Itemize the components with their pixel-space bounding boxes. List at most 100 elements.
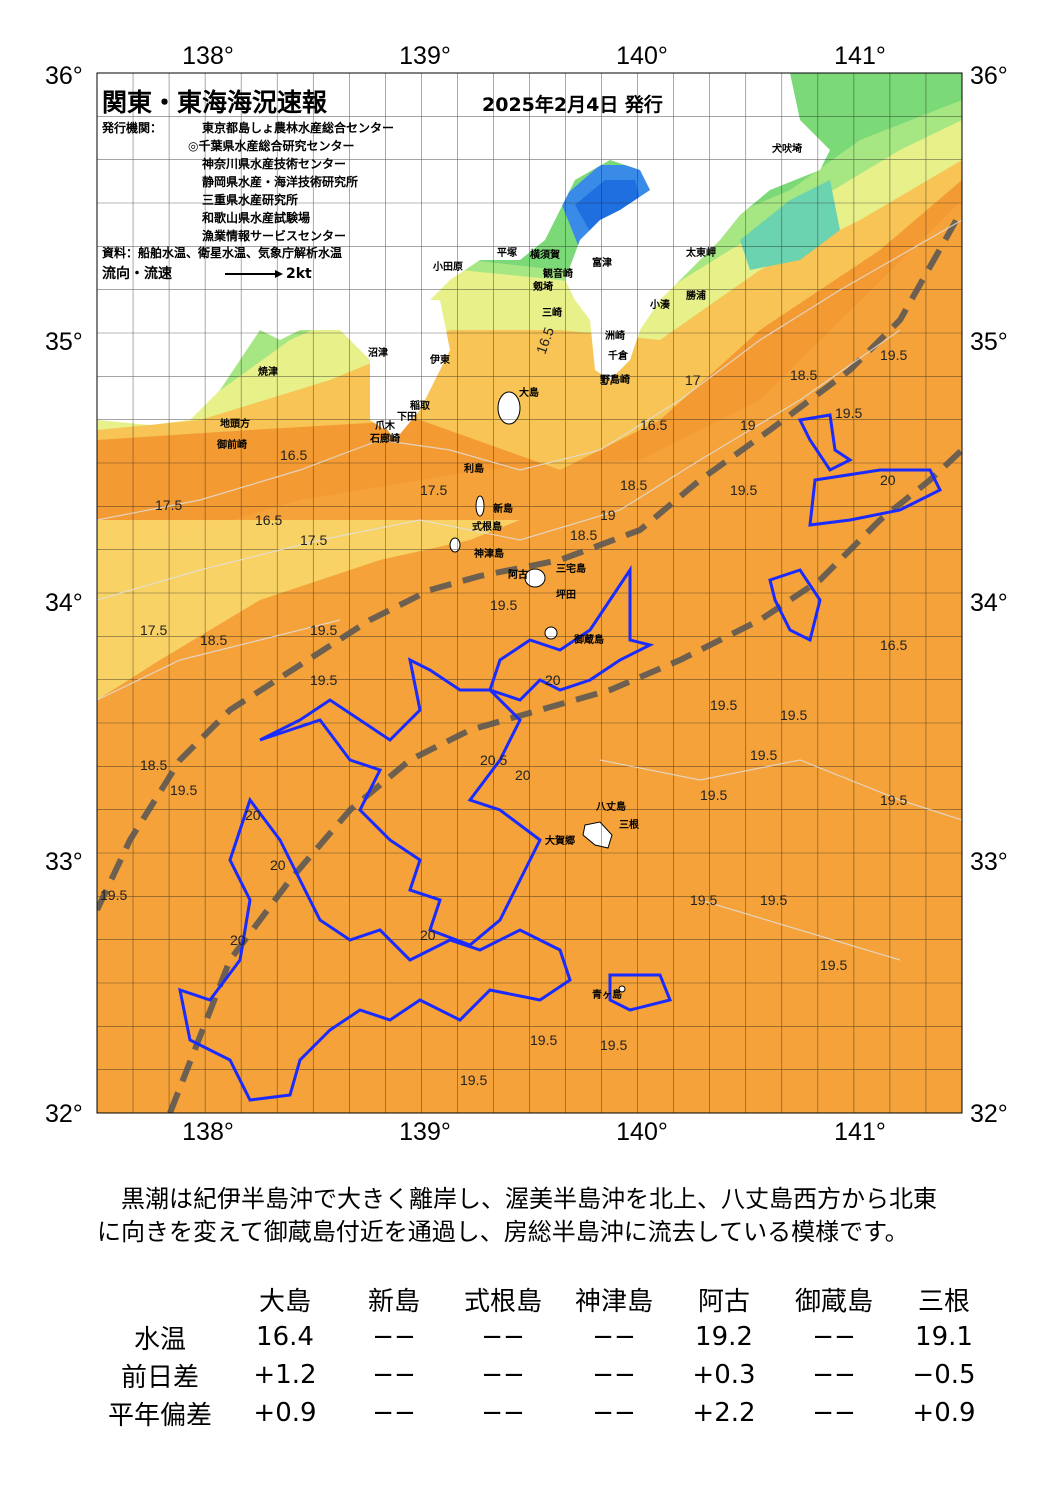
table-cell: +0.9	[253, 1398, 317, 1428]
svg-text:19.5: 19.5	[780, 707, 807, 723]
svg-text:18.5: 18.5	[140, 757, 167, 773]
station-header: 神津島	[574, 1286, 653, 1317]
lat-label-35-left: 35°	[45, 328, 83, 356]
svg-text:19.5: 19.5	[760, 892, 787, 908]
place-label: 小田原	[433, 262, 463, 273]
svg-text:17: 17	[685, 372, 701, 388]
place-label: 利島	[464, 464, 484, 475]
place-label: 石廊崎	[370, 434, 400, 445]
svg-text:17.5: 17.5	[155, 497, 182, 513]
svg-text:20: 20	[270, 857, 286, 873]
issuers-label: 発行機関：	[102, 121, 163, 135]
table-cell: +0.9	[912, 1398, 976, 1428]
place-label: 新島	[493, 504, 513, 515]
lat-label-33-left: 33°	[45, 848, 83, 876]
comment-line: 黒潮は紀伊半島沖で大きく離岸し、渥美半島沖を北上、八丈島西方から北東	[97, 1185, 937, 1213]
table-cell: −−	[372, 1360, 416, 1390]
place-label: 八丈島	[596, 802, 626, 813]
lat-label-32-left: 32°	[45, 1100, 83, 1128]
miyake-island	[524, 568, 546, 588]
table-cell: +0.3	[692, 1360, 756, 1390]
table-cell: 19.1	[915, 1322, 973, 1352]
lon-label-138-top: 138°	[182, 42, 234, 70]
lat-label-32-right: 32°	[970, 1100, 1008, 1128]
svg-text:19.5: 19.5	[880, 347, 907, 363]
place-label: 稲取	[410, 401, 430, 412]
place-label: 爪木	[375, 421, 395, 432]
svg-text:19.5: 19.5	[170, 782, 197, 798]
issuer-item: 東京都島しょ農林水産総合センター	[202, 121, 395, 135]
svg-text:19.5: 19.5	[100, 887, 127, 903]
oshima-island	[497, 391, 521, 425]
svg-text:19.5: 19.5	[710, 697, 737, 713]
place-label: 御前崎	[217, 440, 247, 451]
place-label: 御蔵島	[574, 635, 604, 646]
place-label: 横須賀	[530, 250, 560, 261]
table-cell: +2.2	[692, 1398, 756, 1428]
place-label: 阿古	[508, 570, 528, 581]
kuroshio-axis-north	[97, 208, 962, 912]
lon-label-140-top: 140°	[616, 42, 668, 70]
place-label: 平塚	[497, 248, 517, 259]
svg-text:16.5: 16.5	[280, 447, 307, 463]
place-label: 地頭方	[220, 419, 250, 430]
svg-text:16.5: 16.5	[880, 637, 907, 653]
issuer-item: 静岡県水産・海洋技術研究所	[202, 175, 359, 189]
table-cell: −−	[592, 1398, 636, 1428]
place-label: 大賀郷	[545, 836, 575, 847]
place-label: 坪田	[556, 590, 576, 601]
table-cell: −−	[592, 1322, 636, 1352]
mikura-island	[544, 626, 558, 640]
station-header: 式根島	[463, 1286, 542, 1317]
place-label: 伊東	[430, 355, 450, 366]
place-label: 下田	[397, 412, 417, 423]
place-label: 野島崎	[600, 375, 630, 386]
row-label: 平年偏差	[107, 1400, 212, 1431]
place-label: 三崎	[542, 308, 562, 319]
comment-line: に向きを変えて御蔵島付近を通過し、房総半島沖に流去している模様です。	[97, 1218, 909, 1246]
issuer-list: 東京都島しょ農林水産総合センター ◎千葉県水産総合研究センター 神奈川県水産技術…	[188, 119, 394, 245]
svg-text:17.5: 17.5	[420, 482, 447, 498]
station-header: 阿古	[697, 1286, 750, 1317]
svg-text:19.5: 19.5	[310, 622, 337, 638]
svg-text:18.5: 18.5	[200, 632, 227, 648]
svg-text:20: 20	[230, 932, 246, 948]
svg-text:20: 20	[420, 927, 436, 943]
table-cell: 19.2	[695, 1322, 753, 1352]
place-label: 沼津	[368, 348, 388, 359]
svg-text:19.5: 19.5	[310, 672, 337, 688]
current-legend-label: 流向・流速	[102, 266, 172, 282]
issue-date: 2025年2月4日 発行	[482, 94, 663, 116]
lat-label-36-left: 36°	[45, 62, 83, 90]
svg-text:19.5: 19.5	[820, 957, 847, 973]
table-row: 水温 16.4 −− −− −− 19.2 −− 19.1	[90, 1318, 998, 1356]
place-label: 剱埼	[533, 282, 553, 293]
svg-text:19: 19	[740, 417, 756, 433]
svg-text:19.5: 19.5	[690, 892, 717, 908]
lat-label-34-right: 34°	[970, 589, 1008, 617]
svg-text:16.5: 16.5	[255, 512, 282, 528]
issuer-item: 三重県水産研究所	[202, 193, 299, 207]
svg-text:19.5: 19.5	[880, 792, 907, 808]
svg-text:17.5: 17.5	[140, 622, 167, 638]
lat-label-35-right: 35°	[970, 328, 1008, 356]
svg-text:20: 20	[880, 472, 896, 488]
place-label: 観音崎	[543, 269, 573, 280]
lon-label-138-bottom: 138°	[182, 1118, 234, 1146]
station-header: 新島	[367, 1286, 420, 1317]
svg-text:19.5: 19.5	[730, 482, 757, 498]
issuer-item: ◎千葉県水産総合研究センター	[188, 139, 355, 153]
issuer-item: 和歌山県水産試験場	[202, 211, 311, 225]
svg-text:18.5: 18.5	[620, 477, 647, 493]
station-header: 三根	[917, 1286, 970, 1317]
row-label: 水温	[133, 1324, 186, 1355]
table-corner	[90, 1280, 230, 1318]
row-label: 前日差	[120, 1362, 199, 1393]
place-label: 洲崎	[605, 331, 625, 342]
table-cell: −−	[481, 1398, 525, 1428]
svg-text:20: 20	[545, 672, 561, 688]
svg-text:19.5: 19.5	[600, 1037, 627, 1053]
svg-text:19.5: 19.5	[835, 405, 862, 421]
table-cell: −−	[372, 1322, 416, 1352]
issuer-item: 神奈川県水産技術センター	[202, 157, 347, 171]
